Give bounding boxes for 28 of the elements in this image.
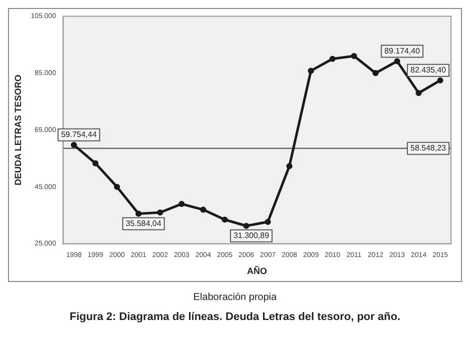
data-label: 89.174,40 <box>384 46 420 56</box>
point <box>200 206 206 213</box>
point <box>92 160 98 166</box>
point <box>329 56 336 62</box>
point <box>135 210 142 217</box>
data-label: 82.435,40 <box>410 66 447 75</box>
point <box>178 200 185 208</box>
point <box>243 222 250 229</box>
point <box>372 70 379 76</box>
point <box>70 142 77 148</box>
point <box>394 58 400 64</box>
y-axis-title: DEUDA LETRAS TESORO <box>12 74 23 186</box>
x-axis-title: AÑO <box>247 265 268 276</box>
point <box>286 163 292 170</box>
point <box>264 218 271 225</box>
point <box>437 77 444 84</box>
point <box>350 52 358 60</box>
point <box>308 68 314 74</box>
point <box>114 184 120 190</box>
data-label: 35.584,04 <box>126 218 162 228</box>
text: Elaboración propia <box>192 292 278 303</box>
data-label: 31.300,89 <box>233 231 270 240</box>
point <box>416 90 422 96</box>
text: Figura 2: Diagrama de líneas. Deuda Letras del tesoro, por año. <box>68 311 402 323</box>
data-label: 59.754,44 <box>61 130 98 140</box>
point <box>157 209 164 216</box>
point <box>222 216 228 223</box>
ref-line-label: 58.548,23 <box>410 144 447 153</box>
